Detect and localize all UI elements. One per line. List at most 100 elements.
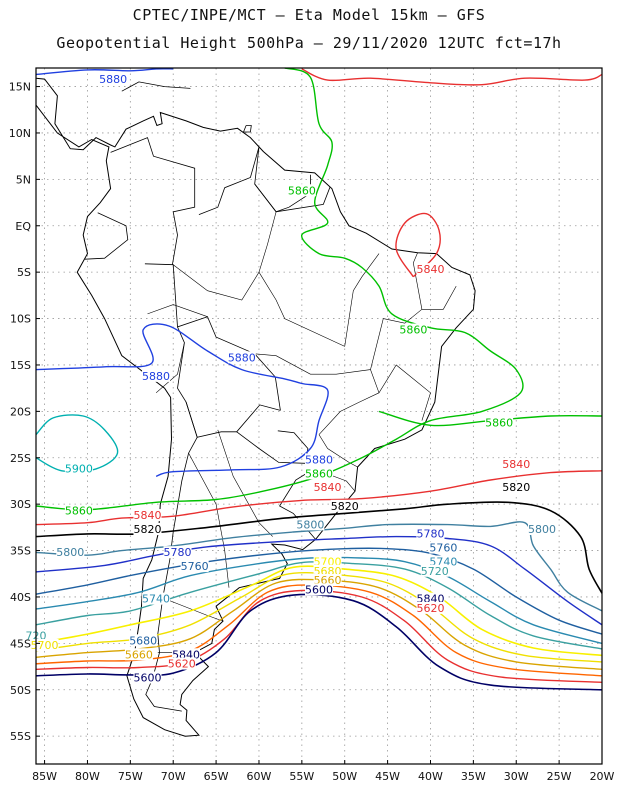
contour-label: 5860 bbox=[288, 184, 316, 197]
contour-label-bg bbox=[416, 527, 445, 540]
lon-tick-label: 40W bbox=[418, 770, 443, 783]
contour-label: 5780 bbox=[416, 528, 444, 541]
contour-label-bg bbox=[305, 453, 333, 466]
contour-label-bg bbox=[30, 639, 59, 651]
contour-label-bg bbox=[429, 555, 458, 568]
contour-label-bg bbox=[416, 263, 445, 276]
contour-label-bg bbox=[172, 648, 201, 661]
lat-tick-label: 10S bbox=[10, 313, 31, 326]
lat-tick-label: 15S bbox=[10, 359, 31, 372]
state-border bbox=[344, 253, 380, 347]
contour-label-bg bbox=[305, 583, 333, 596]
state-border bbox=[217, 429, 273, 537]
lon-tick-label: 65W bbox=[204, 770, 229, 783]
lon-tick-label: 55W bbox=[289, 770, 314, 783]
state-border bbox=[160, 596, 224, 622]
lat-tick-label: 25S bbox=[10, 452, 31, 465]
contour-label-bg bbox=[416, 601, 445, 614]
contour-label: 5880 bbox=[99, 73, 127, 86]
lat-tick-label: 15N bbox=[9, 81, 31, 94]
contour-label: 5660 bbox=[125, 648, 153, 661]
contour-label: 5900 bbox=[65, 463, 93, 476]
contour-label-bg bbox=[287, 184, 316, 197]
lon-tick-label: 75W bbox=[118, 770, 143, 783]
lat-tick-label: 55S bbox=[10, 730, 31, 743]
contour-label-bg bbox=[313, 574, 342, 587]
contour-label: 5860 bbox=[485, 416, 513, 429]
contour-label: 5700 bbox=[31, 639, 59, 652]
lat-tick-label: 10N bbox=[9, 127, 31, 140]
lon-tick-label: 45W bbox=[375, 770, 400, 783]
lat-tick-label: 35S bbox=[10, 545, 31, 558]
contour-5860 bbox=[35, 67, 524, 511]
contour-label: 5720 bbox=[421, 565, 449, 578]
island-coast bbox=[121, 81, 191, 92]
contour-label: 5780 bbox=[164, 546, 192, 559]
contour-label-bg bbox=[227, 351, 256, 364]
contour-label: 5620 bbox=[416, 602, 444, 615]
island-coast bbox=[242, 125, 252, 133]
contour-label-bg bbox=[142, 592, 171, 605]
coastline bbox=[35, 77, 476, 737]
state-border bbox=[258, 211, 345, 347]
contour-label: 5840 bbox=[502, 458, 530, 471]
contour-label: 5880 bbox=[228, 351, 256, 364]
contour-label-bg bbox=[313, 564, 342, 577]
contour-label: 5760 bbox=[181, 560, 209, 573]
state-border bbox=[421, 285, 457, 310]
contour-label: 5860 bbox=[399, 323, 427, 336]
contour-label-bg bbox=[64, 462, 93, 475]
lon-tick-label: 80W bbox=[75, 770, 100, 783]
lon-tick-label: 30W bbox=[504, 770, 529, 783]
contour-label-bg bbox=[399, 323, 428, 336]
contour-label-bg bbox=[124, 648, 153, 661]
lat-tick-label: 5S bbox=[17, 266, 31, 279]
contour-label: 5740 bbox=[142, 593, 170, 606]
axis-ticks: 15N 10N 5N EQ 5S 10S 15S 20S 25S 30S 35S 40S 45S 50S 5… bbox=[9, 81, 615, 783]
contour-label-bg bbox=[133, 509, 162, 522]
map-subtitle: Geopotential Height 500hPa – 29/11/2020 … bbox=[56, 34, 562, 52]
contour-label-bg bbox=[56, 546, 85, 559]
lon-tick-label: 35W bbox=[461, 770, 486, 783]
country-border bbox=[177, 326, 281, 438]
contour-label-bg bbox=[99, 72, 128, 85]
country-border bbox=[254, 183, 331, 213]
contour-label-bg bbox=[305, 467, 333, 480]
contour-5900 bbox=[35, 414, 119, 473]
contour-label-bg bbox=[429, 541, 458, 554]
contour-label: 5680 bbox=[129, 634, 157, 647]
state-border bbox=[147, 304, 208, 317]
contour-label-bg bbox=[163, 546, 192, 559]
height-contours bbox=[35, 67, 603, 691]
contour-5840 bbox=[35, 470, 603, 526]
contour-5840 bbox=[301, 68, 603, 86]
country-border bbox=[198, 146, 260, 215]
contour-label: 5820 bbox=[133, 523, 161, 536]
contour-5880 bbox=[35, 323, 329, 477]
lat-tick-label: 50S bbox=[10, 684, 31, 697]
contour-label-bg bbox=[180, 560, 209, 573]
contour-label-bg bbox=[129, 634, 158, 647]
contour-label: 5760 bbox=[429, 542, 457, 555]
contour-label-bg bbox=[133, 671, 162, 684]
lon-tick-label: 20W bbox=[590, 770, 615, 783]
lat-tick-label: 45S bbox=[10, 637, 31, 650]
state-border bbox=[318, 369, 380, 435]
lat-tick-label: 5N bbox=[16, 173, 31, 186]
state-border bbox=[318, 434, 358, 468]
contour-5880 bbox=[35, 68, 174, 76]
contour-label-bg bbox=[330, 499, 359, 512]
contour-label: 5600 bbox=[133, 671, 161, 684]
contour-label-bg bbox=[313, 481, 342, 494]
contour-label-bg bbox=[133, 523, 162, 535]
state-border bbox=[378, 364, 431, 421]
lon-tick-label: 70W bbox=[161, 770, 186, 783]
contour-5760 bbox=[35, 547, 603, 635]
lat-tick-label: 20S bbox=[10, 405, 31, 418]
contour-label: 5620 bbox=[168, 658, 196, 671]
contour-5780 bbox=[35, 535, 603, 626]
contour-label: 5840 bbox=[314, 481, 342, 494]
contour-label-bg bbox=[416, 592, 445, 605]
contour-label: 5880 bbox=[142, 370, 170, 383]
contour-label-bg bbox=[313, 555, 342, 568]
